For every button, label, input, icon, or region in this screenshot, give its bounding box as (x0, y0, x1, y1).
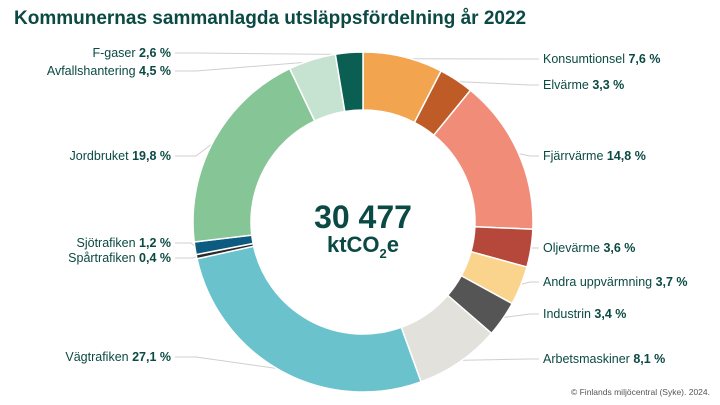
label-f-gaser: F-gaser 2,6 % (92, 46, 171, 60)
label-konsumtionsel: Konsumtionsel 7,6 % (543, 52, 660, 66)
segment-jordbruket (192, 67, 316, 243)
total-value: 30 477 (314, 199, 412, 235)
leader-fjarrvarme (516, 152, 539, 157)
segment-vagtrafiken (196, 245, 422, 393)
total-unit-main: ktCO (327, 232, 380, 257)
leader-industrin (500, 313, 539, 319)
label-vagtrafiken: Vägtrafiken 27,1 % (65, 350, 171, 364)
label-arbetsmaskiner: Arbetsmaskiner 8,1 % (543, 352, 665, 366)
donut-segments (192, 51, 534, 393)
label-avfallshantering: Avfallshantering 4,5 % (47, 64, 171, 78)
leader-elvarme (455, 81, 539, 86)
leader-jordbruket (175, 140, 217, 157)
leader-arbetsmaskiner (458, 358, 539, 361)
total-unit: ktCO2e (327, 232, 399, 261)
total-unit-tail: e (387, 232, 399, 257)
center-total: 30 477 ktCO2e (314, 199, 412, 261)
segment-labels: Konsumtionsel 7,6 % Elvärme 3,3 % Fjärrvär… (47, 46, 688, 366)
label-sjotrafiken: Sjötrafiken 1,2 % (77, 236, 172, 250)
label-oljevarme: Oljevärme 3,6 % (543, 241, 635, 255)
leader-spartrafiken (175, 255, 199, 259)
leader-vagtrafiken (175, 356, 283, 370)
source-note: © Finlands miljöcentral (Syke). 2024. (570, 387, 710, 397)
leader-avfallshantering (175, 61, 313, 72)
total-unit-subscript: 2 (380, 246, 387, 261)
label-elvarme: Elvärme 3,3 % (543, 78, 624, 92)
label-industrin: Industrin 3,4 % (543, 307, 626, 321)
chart-title: Kommunernas sammanlagda utsläppsfördelni… (14, 8, 527, 29)
segment-f-gaser (334, 51, 364, 113)
label-fjarrvarme: Fjärrvärme 14,8 % (543, 149, 646, 163)
leader-f-gaser (175, 52, 350, 56)
label-andra-uppvarmning: Andra uppvärmning 3,7 % (543, 275, 688, 289)
leader-lines (175, 52, 539, 370)
label-jordbruket: Jordbruket 19,8 % (70, 149, 171, 163)
label-spartrafiken: Spårtrafiken 0,4 % (68, 251, 171, 265)
leader-andra-uppvarmning (518, 281, 539, 286)
